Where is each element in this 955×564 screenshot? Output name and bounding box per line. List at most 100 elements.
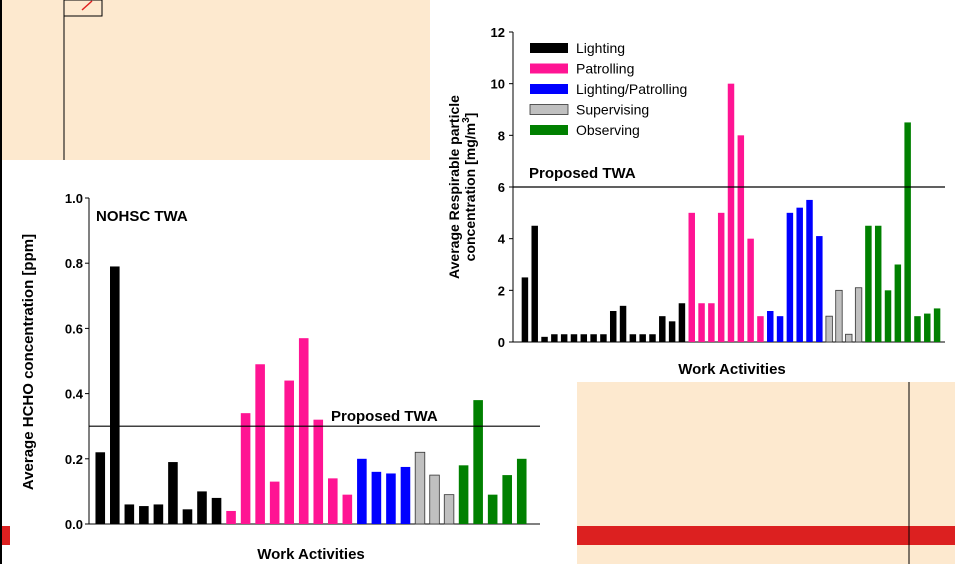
hcho-bar-patrolling (269, 481, 280, 524)
particle-bar-lighting-patrolling (776, 316, 784, 342)
particle-bar-lighting (649, 334, 656, 342)
particle-chart: 0 2 4 6 8 10 12 Proposed TWA Work Activities A… (430, 0, 955, 382)
particle-bars (521, 83, 941, 343)
particle-bar-lighting-patrolling (767, 311, 774, 342)
hcho-bar-lighting (197, 491, 207, 524)
top-left-beige-panel (2, 0, 430, 160)
particle-bar-lighting-patrolling (806, 199, 813, 342)
legend-swatch-supervising (529, 104, 569, 115)
particle-bar-patrolling (747, 238, 754, 342)
hcho-bar-supervising (414, 451, 426, 525)
hcho-bar-patrolling (313, 419, 324, 524)
particle-bar-lighting (560, 334, 568, 342)
particle-bar-lighting (590, 334, 597, 342)
hcho-y-tick-label: 0.4 (65, 387, 84, 402)
hcho-bar-lighting (168, 462, 178, 524)
particle-bar-supervising (835, 289, 843, 343)
hcho-bar-observing (502, 475, 512, 524)
hcho-bar-observing (473, 400, 483, 524)
hcho-bar-lighting (182, 509, 193, 524)
hcho-bar-patrolling (342, 494, 353, 524)
hcho-bar-lighting-patrolling (357, 458, 367, 524)
hcho-bar-patrolling (298, 338, 309, 524)
particle-proposed-twa-label: Proposed TWA (529, 165, 636, 182)
hcho-bar-patrolling (328, 478, 338, 524)
particle-bar-lighting-patrolling (786, 212, 794, 342)
particle-bar-lighting (600, 334, 607, 342)
particle-bar-lighting (580, 334, 588, 342)
hcho-proposed-twa-label: Proposed TWA (331, 408, 438, 425)
bottom-right-red-stripe (577, 526, 955, 545)
hcho-bars (95, 266, 527, 525)
particle-bar-lighting-patrolling (816, 236, 823, 342)
particle-bar-lighting (521, 277, 529, 342)
particle-legend: Lighting Patrolling Lighting/Patrolling Sup… (529, 40, 687, 138)
particle-bar-supervising (854, 287, 863, 343)
particle-bar-supervising (825, 315, 833, 343)
particle-bar-supervising (845, 333, 853, 343)
hcho-bar-observing (487, 494, 498, 524)
legend-label-lighting-patrolling: Lighting/Patrolling (576, 81, 687, 97)
legend-label-supervising: Supervising (576, 102, 649, 118)
hcho-bar-patrolling (284, 380, 294, 524)
particle-bar-lighting (570, 334, 578, 342)
particle-bar-observing (933, 308, 941, 342)
hcho-y-tick-label: 1.0 (65, 191, 83, 206)
legend-label-patrolling: Patrolling (576, 61, 634, 77)
particle-bar-observing (874, 225, 882, 342)
left-boundary-line (0, 0, 2, 564)
hcho-bar-lighting (124, 504, 135, 524)
particle-bar-lighting (629, 334, 637, 342)
particle-y-tick-label: 2 (498, 283, 505, 298)
particle-y-tick-label: 8 (498, 128, 505, 143)
hcho-nohsc-label: NOHSC TWA (96, 208, 188, 225)
particle-y-tick-label: 10 (491, 77, 505, 92)
legend-swatch-lighting (530, 43, 568, 53)
legend-swatch-patrolling (530, 63, 568, 74)
hcho-bar-patrolling (226, 510, 236, 524)
hcho-bar-lighting (153, 504, 164, 524)
particle-y-axis-label-line1: Average Respirable particle (446, 95, 462, 279)
particle-bar-lighting (531, 225, 538, 342)
hcho-bar-supervising (429, 474, 440, 525)
particle-bar-lighting (678, 303, 686, 342)
hcho-bar-lighting (110, 266, 120, 524)
hcho-y-ticks: 0.0 0.2 0.4 0.6 0.8 1.0 (65, 191, 89, 532)
particle-y-ticks: 0 2 4 6 8 10 12 (491, 25, 513, 350)
particle-ylabel-superscript: 3 (461, 117, 472, 123)
particle-y-tick-label: 6 (498, 180, 505, 195)
hcho-x-axis-label: Work Activities (257, 546, 365, 563)
particle-bar-lighting (639, 334, 646, 342)
legend-swatch-observing (530, 125, 568, 135)
hcho-y-axis-label: Average HCHO concentration [ppm] (20, 234, 37, 490)
particle-y-tick-label: 4 (498, 232, 506, 247)
hcho-bar-lighting (211, 497, 222, 524)
hcho-bar-lighting-patrolling (386, 473, 396, 524)
particle-bar-lighting (668, 321, 676, 342)
particle-bar-observing (865, 225, 872, 342)
hcho-bar-lighting-patrolling (400, 466, 411, 524)
particle-bar-patrolling (757, 316, 764, 342)
hcho-bar-patrolling (240, 413, 251, 524)
particle-bar-lighting (551, 334, 558, 342)
particle-bar-patrolling (737, 135, 745, 342)
particle-bar-patrolling (708, 303, 715, 342)
hcho-bar-lighting (95, 452, 106, 524)
particle-bar-observing (914, 316, 921, 342)
particle-bar-lighting (541, 336, 548, 342)
legend-label-observing: Observing (576, 122, 640, 138)
hcho-y-tick-label: 0.0 (65, 517, 83, 532)
hcho-bar-observing (458, 465, 469, 524)
particle-bar-lighting (659, 316, 666, 342)
top-left-arrow-mark (81, 0, 93, 11)
particle-bar-lighting-patrolling (796, 207, 803, 342)
particle-y-axis-label-line2: concentration [mg/m3] (461, 113, 478, 262)
hcho-bar-supervising (443, 494, 455, 525)
particle-ylabel-main: concentration [mg/m (462, 123, 478, 261)
particle-bar-patrolling (698, 303, 705, 342)
particle-bar-patrolling (727, 83, 735, 343)
hcho-y-tick-label: 0.6 (65, 321, 83, 336)
particle-bar-lighting (619, 305, 627, 342)
particle-bar-patrolling (717, 212, 725, 342)
